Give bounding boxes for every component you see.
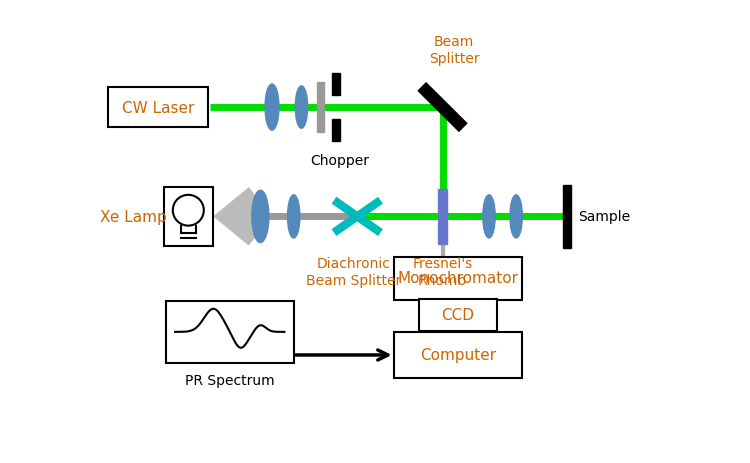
Ellipse shape [265,85,279,131]
Ellipse shape [483,195,495,238]
Text: PR Spectrum: PR Spectrum [184,374,274,388]
Bar [394,257,522,300]
Text: CW Laser: CW Laser [122,100,194,115]
Text: Chopper: Chopper [310,154,370,168]
Text: Beam
Splitter: Beam Splitter [429,35,479,66]
Polygon shape [213,188,268,246]
Bar [166,301,294,363]
Text: Diachronic
Beam Splitter: Diachronic Beam Splitter [306,257,401,287]
Ellipse shape [510,195,522,238]
Text: Sample: Sample [578,210,630,224]
Bar [317,83,324,132]
Bar [438,189,447,244]
Text: Computer: Computer [420,348,496,363]
Text: CCD: CCD [442,308,475,323]
Ellipse shape [296,87,307,129]
Bar [419,299,497,332]
Text: Fresnel's
Rhomb: Fresnel's Rhomb [413,257,472,287]
Bar [108,88,208,128]
Bar [332,74,340,95]
Ellipse shape [287,195,300,238]
Bar [394,332,522,378]
Ellipse shape [252,191,269,243]
Text: Monochromator: Monochromator [398,271,518,286]
Bar [562,185,572,249]
Bar [164,188,213,246]
Text: Xe Lamp: Xe Lamp [100,209,166,225]
Bar [332,120,340,142]
